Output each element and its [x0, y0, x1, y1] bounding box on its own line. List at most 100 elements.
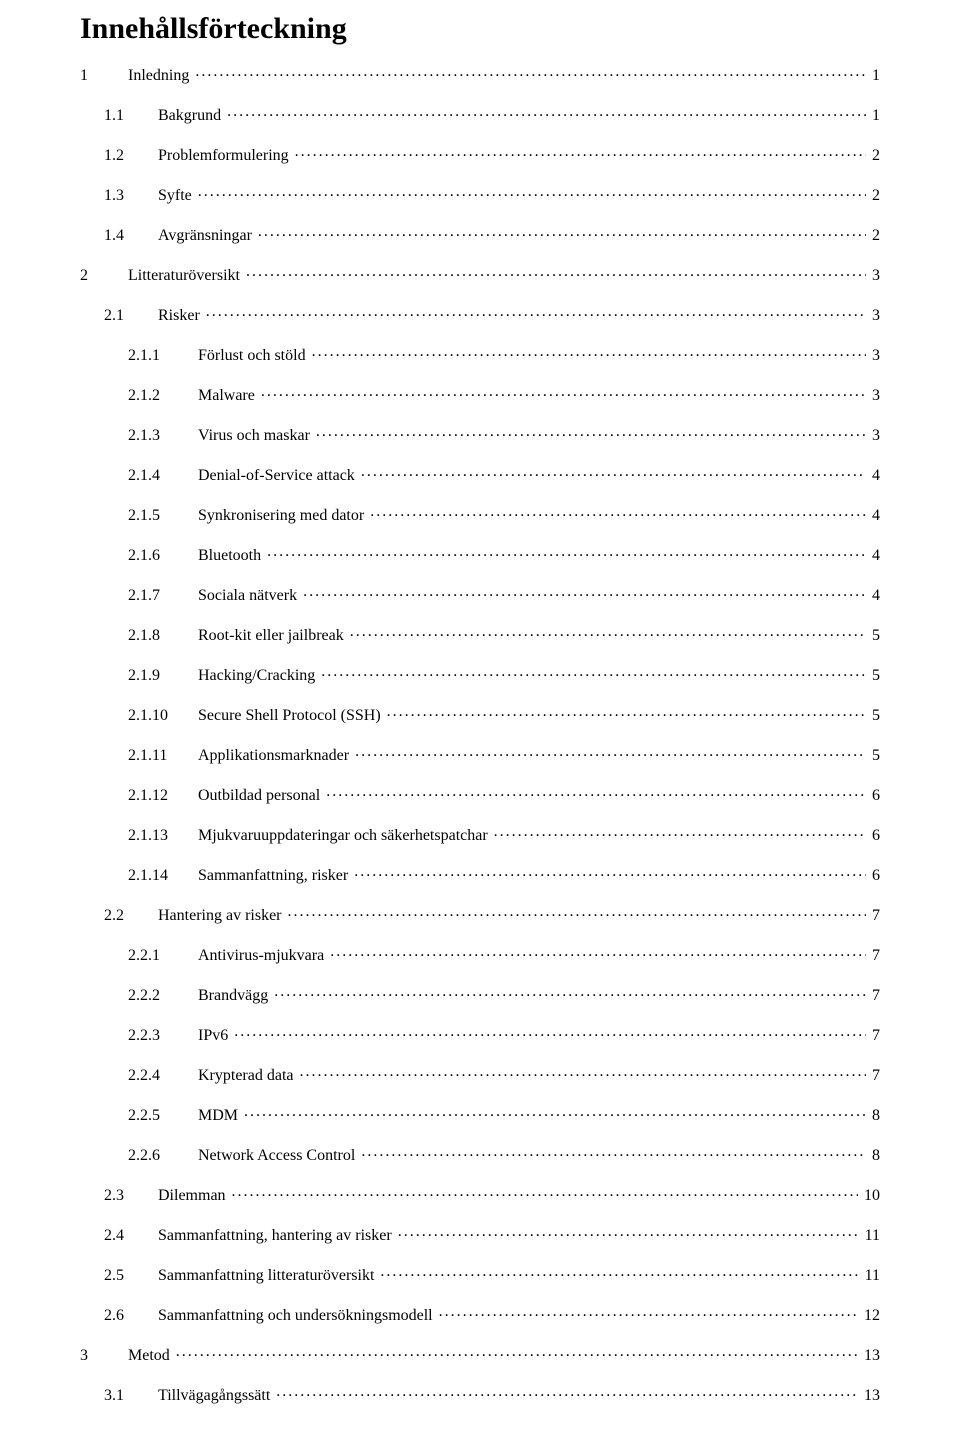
toc-entry-number: 3.1 [80, 1388, 140, 1404]
toc-leader-dots [300, 1064, 866, 1080]
toc-entry-page: 11 [865, 1228, 880, 1244]
toc-leader-dots [321, 664, 866, 680]
toc-entry-number: 2.2.5 [80, 1108, 188, 1124]
toc-entry-label: Syfte [140, 188, 192, 204]
toc-entry-label: Dilemman [140, 1188, 226, 1204]
toc-entry-page: 5 [872, 628, 880, 644]
toc-entry-number: 2.1.3 [80, 428, 188, 444]
toc-leader-dots [387, 704, 866, 720]
toc-entry-label: Sammanfattning, hantering av risker [140, 1228, 392, 1244]
toc-entry: 2.2.2Brandvägg7 [80, 974, 880, 1014]
toc-entry-page: 6 [872, 788, 880, 804]
toc-entry-page: 3 [872, 308, 880, 324]
toc-entry: 2.1.5Synkronisering med dator 4 [80, 494, 880, 534]
toc-entry-number: 2.5 [80, 1268, 140, 1284]
toc-leader-dots [261, 384, 866, 400]
toc-leader-dots [312, 344, 866, 360]
toc-entry-number: 1.2 [80, 148, 140, 164]
toc-entry: 2.6Sammanfattning och undersökningsmodel… [80, 1294, 880, 1334]
toc-entry: 2.1.4Denial-of-Service attack4 [80, 454, 880, 494]
toc-leader-dots [267, 544, 866, 560]
toc-entry: 1Inledning1 [80, 54, 880, 94]
toc-entry-label: Tillvägagångssätt [140, 1388, 270, 1404]
toc-entry-number: 2.2.2 [80, 988, 188, 1004]
toc-entry-number: 1.1 [80, 108, 140, 124]
toc-leader-dots [494, 824, 866, 840]
toc-entry: 2.1.1Förlust och stöld3 [80, 334, 880, 374]
toc-entry-number: 1.4 [80, 228, 140, 244]
toc-entry-number: 2.1.7 [80, 588, 188, 604]
toc-entry-label: IPv6 [188, 1028, 228, 1044]
toc-entry-number: 2.1.1 [80, 348, 188, 364]
toc-entry-number: 2.2 [80, 908, 140, 924]
toc-entry-page: 1 [872, 68, 880, 84]
toc-entry-number: 2.1.14 [80, 868, 188, 884]
toc-entry: 3Metod13 [80, 1334, 880, 1374]
toc-leader-dots [227, 104, 866, 120]
toc-entry-number: 1 [80, 68, 100, 84]
toc-entry-number: 2.2.4 [80, 1068, 188, 1084]
toc-entry-page: 5 [872, 708, 880, 724]
toc-entry: 2.2.1Antivirus-mjukvara7 [80, 934, 880, 974]
toc-entry-number: 2 [80, 268, 100, 284]
toc-leader-dots [288, 904, 866, 920]
toc-entry-label: Hantering av risker [140, 908, 282, 924]
toc-entry-page: 4 [872, 588, 880, 604]
toc-entry-page: 5 [872, 668, 880, 684]
toc-entry: 1.4Avgränsningar2 [80, 214, 880, 254]
toc-entry-label: Inledning [100, 68, 189, 84]
toc-entry-number: 2.4 [80, 1228, 140, 1244]
toc-entry-page: 7 [872, 988, 880, 1004]
toc-entry: 2.2.6Network Access Control8 [80, 1134, 880, 1174]
toc-entry-number: 2.1.6 [80, 548, 188, 564]
toc-entry: 2.1.9Hacking/Cracking5 [80, 654, 880, 694]
toc-entry-page: 7 [872, 1028, 880, 1044]
toc-entry-number: 1.3 [80, 188, 140, 204]
toc-entry-number: 2.6 [80, 1308, 140, 1324]
toc-entry-label: Malware [188, 388, 255, 404]
toc-entry-page: 13 [864, 1388, 880, 1404]
toc-entry-page: 7 [872, 908, 880, 924]
toc-entry: 2.1.14Sammanfattning, risker6 [80, 854, 880, 894]
toc-entry-number: 2.3 [80, 1188, 140, 1204]
toc-leader-dots [316, 424, 866, 440]
toc-entry: 3.1Tillvägagångssätt 13 [80, 1374, 880, 1414]
toc-entry-number: 2.1.13 [80, 828, 188, 844]
toc-entry-number: 2.1.11 [80, 748, 188, 764]
toc-entry-label: Bluetooth [188, 548, 261, 564]
toc-entry-page: 4 [872, 508, 880, 524]
toc-entry-label: Problemformulering [140, 148, 289, 164]
toc-leader-dots [439, 1304, 858, 1320]
toc-entry-number: 2.1.5 [80, 508, 188, 524]
toc-entry: 2.1.10Secure Shell Protocol (SSH)5 [80, 694, 880, 734]
toc-leader-dots [326, 784, 866, 800]
toc-entry-label: Krypterad data [188, 1068, 294, 1084]
toc-entry-label: Litteraturöversikt [100, 268, 240, 284]
toc-entry-page: 3 [872, 268, 880, 284]
toc-entry-page: 6 [872, 828, 880, 844]
toc-entry-number: 2.2.3 [80, 1028, 188, 1044]
toc-entry-page: 2 [872, 228, 880, 244]
toc-entry-page: 3 [872, 348, 880, 364]
toc-entry-label: Bakgrund [140, 108, 221, 124]
toc-entry-page: 12 [864, 1308, 880, 1324]
toc-leader-dots [350, 624, 866, 640]
toc-entry: 2.1.7Sociala nätverk4 [80, 574, 880, 614]
toc-entry-label: Synkronisering med dator [188, 508, 364, 524]
toc-entry-label: Antivirus-mjukvara [188, 948, 324, 964]
toc-entry-label: Sammanfattning, risker [188, 868, 348, 884]
toc-entry-page: 2 [872, 188, 880, 204]
toc-entry: 2Litteraturöversikt 3 [80, 254, 880, 294]
toc-entry-label: Denial-of-Service attack [188, 468, 355, 484]
toc-leader-dots [361, 1144, 866, 1160]
page-title: Innehållsförteckning [80, 12, 880, 46]
toc-leader-dots [195, 64, 866, 80]
toc-entry-page: 7 [872, 1068, 880, 1084]
toc-leader-dots [355, 744, 866, 760]
toc-entry-page: 3 [872, 388, 880, 404]
toc-entry-page: 2 [872, 148, 880, 164]
toc-entry-page: 4 [872, 468, 880, 484]
toc-leader-dots [206, 304, 866, 320]
toc-entry-page: 4 [872, 548, 880, 564]
toc-entry-number: 2.1.2 [80, 388, 188, 404]
